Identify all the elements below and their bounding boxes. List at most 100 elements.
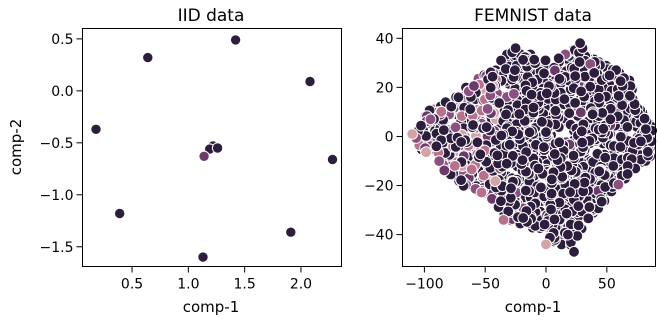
cloud-point — [493, 97, 506, 109]
x-tick-label: 1.5 — [234, 277, 256, 293]
cloud-point — [415, 119, 427, 132]
cloud-point — [564, 186, 576, 199]
cloud-point — [430, 140, 443, 153]
femnist-points — [406, 37, 658, 258]
cloud-point — [517, 212, 530, 224]
cloud-point — [538, 67, 550, 80]
scatter-point — [635, 135, 647, 148]
cloud-point — [535, 181, 547, 194]
cloud-point — [597, 122, 610, 135]
cloud-point — [593, 91, 605, 104]
cloud-point — [540, 126, 552, 139]
cloud-point — [621, 168, 634, 180]
iid-x-axis-label: comp-1 — [183, 298, 240, 316]
cloud-point — [489, 175, 502, 188]
cloud-point — [420, 146, 433, 159]
y-tick-label: 20 — [376, 80, 394, 96]
femnist-x-axis-label: comp-1 — [505, 298, 562, 316]
cloud-point — [638, 112, 651, 125]
femnist-x-ticks: −100 −50 0 50 — [405, 266, 616, 293]
cloud-point — [500, 157, 513, 170]
x-tick-label: 0.5 — [121, 277, 143, 293]
y-tick-label: −0.5 — [40, 136, 74, 152]
x-tick-label: 2.0 — [290, 277, 312, 293]
cloud-point — [527, 101, 540, 114]
cloud-point — [603, 69, 616, 82]
scatter-point — [229, 34, 242, 46]
y-tick-label: 40 — [376, 31, 394, 47]
iid-x-ticks: 0.5 1.0 1.5 2.0 — [121, 266, 312, 293]
cloud-point — [563, 107, 576, 120]
scatter-point — [540, 238, 552, 251]
y-tick-label: −1.5 — [40, 240, 74, 256]
cloud-point — [452, 91, 465, 104]
iid-axes-frame — [82, 28, 342, 267]
cloud-point — [517, 53, 529, 66]
scatter-point — [424, 113, 437, 126]
cloud-point — [549, 104, 562, 117]
cloud-point — [477, 169, 490, 182]
cloud-point — [572, 219, 585, 232]
femnist-chart-title: FEMNIST data — [474, 6, 592, 26]
cloud-point — [480, 121, 493, 134]
scatter-point — [326, 153, 339, 166]
cloud-point — [445, 100, 458, 113]
cloud-point — [507, 149, 519, 162]
x-tick-label: −100 — [405, 277, 443, 293]
cloud-point — [574, 106, 587, 119]
cloud-point — [465, 163, 478, 176]
cloud-point — [435, 105, 448, 118]
scatter-point — [568, 245, 580, 258]
cloud-point — [607, 160, 620, 172]
cloud-point — [604, 113, 617, 126]
cloud-point — [545, 203, 557, 216]
cloud-point — [599, 151, 612, 164]
cloud-point — [523, 126, 536, 139]
x-tick-label: 0 — [542, 277, 551, 293]
femnist-scatter-panel: FEMNIST data −100 −50 0 50 40 20 0 −20 −40 comp… — [364, 6, 658, 316]
scatter-point — [90, 123, 102, 136]
cloud-point — [491, 149, 504, 162]
cloud-point — [582, 212, 595, 225]
cloud-point — [572, 200, 585, 213]
scatter-point — [114, 207, 126, 220]
cloud-point — [467, 119, 479, 131]
cloud-point — [548, 148, 561, 160]
iid-y-axis-label: comp-2 — [7, 119, 25, 176]
cloud-point — [528, 53, 541, 66]
cloud-point — [519, 184, 532, 197]
cloud-point — [553, 136, 566, 149]
cloud-point — [538, 141, 550, 154]
cloud-point — [540, 87, 553, 100]
cloud-point — [509, 64, 521, 77]
femnist-axes-frame — [402, 28, 656, 267]
x-tick-label: 50 — [598, 277, 616, 293]
y-tick-label: −20 — [364, 179, 394, 195]
iid-scatter-panel: IID data 0.5 1.0 1.5 2.0 0.5 0.0 −0.5 −1.0 −1.5… — [7, 6, 342, 316]
cloud-point — [455, 174, 468, 187]
cloud-point — [433, 155, 446, 168]
scatter-point — [448, 160, 461, 172]
cloud-point — [553, 72, 566, 85]
scatter-point — [562, 228, 574, 241]
cloud-point — [486, 70, 499, 83]
cloud-point — [538, 218, 551, 231]
cloud-point — [464, 103, 477, 116]
cloud-point — [576, 136, 589, 149]
cloud-point — [612, 90, 625, 102]
scatter-point — [639, 123, 652, 136]
scatter-point — [304, 75, 316, 88]
cloud-point — [578, 176, 591, 189]
cloud-point — [560, 207, 573, 220]
scatter-point — [197, 251, 209, 263]
cloud-point — [612, 178, 625, 191]
cloud-point — [624, 89, 636, 102]
cloud-point — [614, 131, 627, 143]
cloud-point — [545, 173, 558, 186]
cloud-point — [536, 115, 548, 128]
cloud-point — [437, 124, 450, 137]
y-tick-label: 0.5 — [51, 32, 73, 48]
cloud-point — [567, 149, 580, 162]
cloud-point — [471, 136, 484, 149]
cloud-point — [621, 121, 634, 133]
